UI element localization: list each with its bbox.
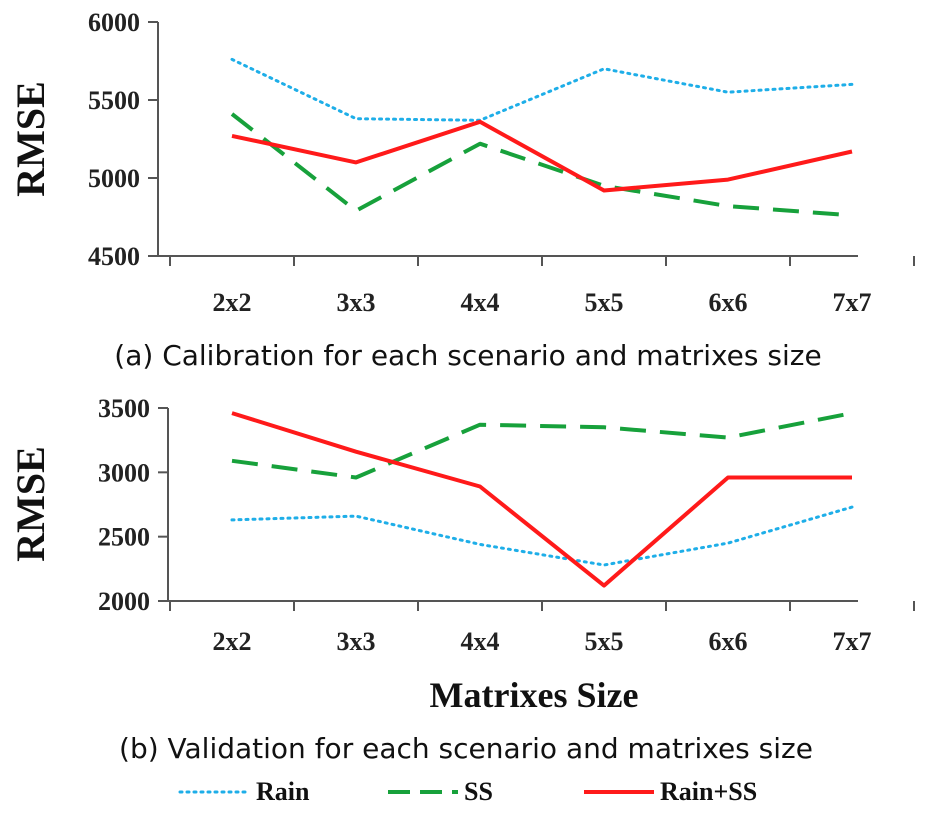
legend-label-rain: Rain: [256, 777, 310, 806]
panel-a-caption: (a) Calibration for each scenario and ma…: [114, 339, 821, 372]
y-tick-label: 2500: [98, 523, 150, 552]
series-line-rain: [230, 57, 854, 122]
legend-label-rain-ss: Rain+SS: [660, 777, 757, 806]
x-tick-label: 2x2: [213, 627, 252, 656]
series-line-ss: [230, 112, 853, 218]
x-tick-label: 4x4: [461, 627, 500, 656]
legend-label-ss: SS: [464, 777, 493, 806]
series-line-rain-ss: [231, 119, 853, 193]
y-tick-label: 5500: [88, 86, 140, 115]
x-tick-label: 5x5: [585, 288, 624, 317]
panel-b-caption: (b) Validation for each scenario and mat…: [119, 732, 813, 765]
y-tick-label: 2000: [98, 587, 150, 616]
y-tick-label: 5000: [88, 164, 140, 193]
x-tick-label: 6x6: [709, 627, 748, 656]
y-tick-label: 4500: [88, 242, 140, 271]
panel-a-ylabel: RMSE: [8, 81, 53, 197]
x-tick-label: 7x7: [833, 627, 872, 656]
series-line-ss: [231, 411, 853, 480]
series-line-rain: [230, 505, 854, 567]
x-tick-label: 6x6: [709, 288, 748, 317]
x-tick-label: 3x3: [337, 627, 376, 656]
y-tick-label: 3000: [98, 458, 150, 487]
panel-validation: RMSE 2000 2500 3000 3500 2x2 3x3 4x4 5x5 6x6 7x7…: [8, 394, 915, 765]
series-line-rain-ss: [231, 411, 852, 588]
x-tick-label: 2x2: [213, 288, 252, 317]
x-tick-label: 5x5: [585, 627, 624, 656]
panel-b-xlabel: Matrixes Size: [430, 675, 639, 715]
x-tick-label: 4x4: [461, 288, 500, 317]
y-tick-label: 6000: [88, 8, 140, 37]
panel-b-ylabel: RMSE: [8, 446, 53, 562]
x-tick-label: 3x3: [337, 288, 376, 317]
y-tick-label: 3500: [98, 394, 150, 423]
x-tick-label: 7x7: [833, 288, 872, 317]
legend: Rain SS Rain+SS: [178, 777, 757, 806]
panel-calibration: RMSE 4500 5000 5500 6000 2x2 3x3 4x4 5x5 6x6 7x7…: [8, 8, 915, 372]
